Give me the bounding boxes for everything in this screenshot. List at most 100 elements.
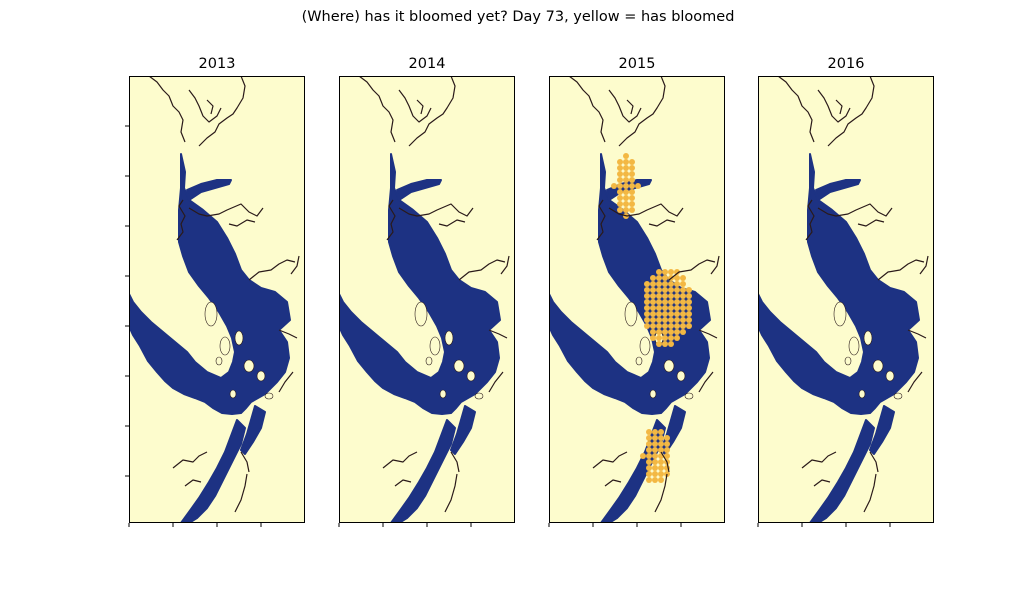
bloom-point <box>650 287 656 293</box>
bloom-point <box>646 447 652 453</box>
bloom-point <box>652 435 658 441</box>
bloom-point <box>629 207 635 213</box>
map-panel-2015 <box>549 76 725 523</box>
bloom-point <box>668 317 674 323</box>
bloom-point <box>656 341 662 347</box>
bloom-point <box>668 287 674 293</box>
island <box>859 390 865 398</box>
island <box>445 331 453 345</box>
bloom-point <box>652 477 658 483</box>
bloom-point <box>652 471 658 477</box>
axis-ticks <box>339 523 471 527</box>
island <box>685 393 693 399</box>
bloom-point <box>646 465 652 471</box>
bloom-point <box>664 435 670 441</box>
bloom-point <box>629 189 635 195</box>
island <box>454 360 464 372</box>
bloom-point <box>652 441 658 447</box>
island <box>475 393 483 399</box>
bloom-point <box>650 317 656 323</box>
bloom-point <box>680 305 686 311</box>
bloom-point <box>629 171 635 177</box>
bloom-point <box>617 189 623 195</box>
bloom-point <box>617 177 623 183</box>
bloom-point <box>611 183 617 189</box>
island <box>664 360 674 372</box>
bloom-point <box>662 287 668 293</box>
island <box>415 302 427 326</box>
bloom-point <box>674 323 680 329</box>
bloom-point <box>623 171 629 177</box>
island <box>625 302 637 326</box>
bloom-point <box>668 311 674 317</box>
bloom-point <box>662 317 668 323</box>
bloom-point <box>644 305 650 311</box>
bloom-point <box>658 441 664 447</box>
bloom-point <box>680 329 686 335</box>
bloom-point <box>674 317 680 323</box>
bloom-point <box>650 281 656 287</box>
bloom-point <box>680 281 686 287</box>
bloom-point <box>617 159 623 165</box>
bloom-point <box>646 429 652 435</box>
island <box>216 357 222 365</box>
bloom-point <box>674 293 680 299</box>
bloom-point <box>623 189 629 195</box>
bloom-point <box>652 447 658 453</box>
bloom-point <box>668 299 674 305</box>
bloom-point <box>656 269 662 275</box>
bloom-point <box>656 299 662 305</box>
bloom-point <box>656 329 662 335</box>
bloom-point <box>623 165 629 171</box>
bloom-point <box>635 183 641 189</box>
island <box>864 331 872 345</box>
island <box>845 357 851 365</box>
island <box>894 393 902 399</box>
bloom-point <box>658 459 664 465</box>
bloom-point <box>617 207 623 213</box>
bloom-point <box>623 201 629 207</box>
island <box>230 390 236 398</box>
island <box>849 337 859 355</box>
bloom-point <box>680 293 686 299</box>
panel-title-2015: 2015 <box>549 56 725 72</box>
bloom-point <box>617 165 623 171</box>
bloom-point <box>668 329 674 335</box>
bloom-point <box>650 323 656 329</box>
bloom-point <box>652 453 658 459</box>
map-panel-2014 <box>339 76 515 523</box>
bloom-point <box>686 299 692 305</box>
bloom-point <box>664 441 670 447</box>
bloom-point <box>656 305 662 311</box>
island <box>834 302 846 326</box>
bloom-point <box>623 159 629 165</box>
bloom-point <box>623 153 629 159</box>
island <box>205 302 217 326</box>
bloom-point <box>650 293 656 299</box>
bloom-point <box>658 477 664 483</box>
island <box>873 360 883 372</box>
bloom-point <box>674 281 680 287</box>
axis-ticks <box>549 523 681 527</box>
bloom-point <box>644 299 650 305</box>
bloom-point <box>664 447 670 453</box>
bloom-point <box>656 293 662 299</box>
bloom-point <box>650 311 656 317</box>
bloom-point <box>674 299 680 305</box>
bloom-point <box>656 287 662 293</box>
bloom-point <box>650 299 656 305</box>
bloom-point <box>652 465 658 471</box>
bloom-point <box>617 195 623 201</box>
island <box>650 390 656 398</box>
bloom-point <box>644 281 650 287</box>
bloom-point <box>623 177 629 183</box>
bloom-point <box>674 287 680 293</box>
bloom-point <box>662 293 668 299</box>
bloom-point <box>686 317 692 323</box>
island <box>467 371 475 381</box>
bloom-point <box>680 311 686 317</box>
bloom-point <box>680 323 686 329</box>
bloom-point <box>644 311 650 317</box>
bloom-point <box>662 281 668 287</box>
bloom-point <box>646 453 652 459</box>
